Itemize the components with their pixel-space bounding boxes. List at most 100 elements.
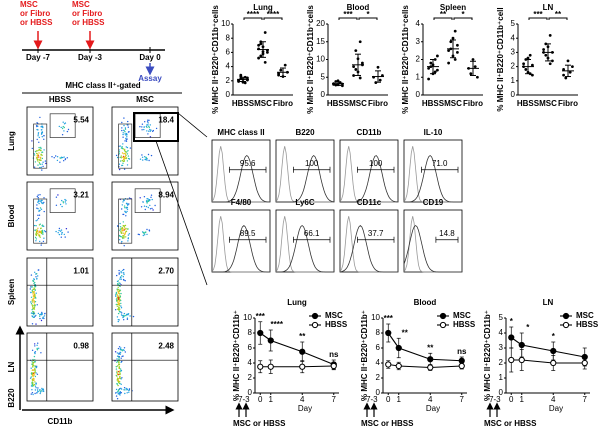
flow-event [43,197,45,199]
flow-event [38,156,40,158]
flow-event [116,297,119,299]
flow-event [127,238,129,240]
flow-event [43,230,46,232]
flow-event [43,138,45,140]
flow-event [40,147,42,150]
flow-event [118,310,121,313]
flow-event [41,313,43,315]
significance-label: **** [267,10,280,19]
flow-event [152,209,154,211]
y-tick-label: 2 [248,373,253,382]
flow-event [121,229,123,231]
flow-event [35,297,37,299]
flow-event [32,374,34,376]
flow-event [126,206,129,209]
flow-event [33,224,36,227]
flow-event [35,220,37,222]
flow-event [121,275,123,277]
significance-bracket [433,17,453,20]
flow-event [58,229,60,232]
flow-event [63,233,65,236]
flow-event [42,388,44,391]
flow-event [65,199,67,202]
data-point [456,51,459,54]
flow-event [38,209,40,212]
flow-event [123,268,125,271]
flow-event [34,381,36,383]
flow-event [118,151,121,153]
flow-event [32,377,34,379]
flow-event [34,281,36,284]
data-point [562,68,565,71]
flow-event [146,233,148,236]
flow-event [145,156,147,159]
series-marker [518,356,525,364]
series-marker [299,348,306,355]
flow-event [146,126,148,128]
flow-event [129,147,132,149]
flow-event [34,375,37,378]
flow-event [41,224,44,226]
flow-event [42,233,44,235]
significance-label: *** [384,314,394,323]
legend-marker [311,321,319,329]
data-point [473,65,477,68]
flow-event [150,129,152,131]
flow-event [34,285,36,287]
legend-marker [562,321,570,329]
flow-event [66,157,69,159]
y-tick-label: 2 [416,55,421,64]
flow-event [64,236,66,238]
flow-event [119,372,121,374]
flow-event [32,369,34,371]
gate-percent: 100 [369,159,383,168]
flow-event [58,233,61,236]
flow-event [143,233,145,235]
flow-event [66,130,69,133]
flow-event [31,299,33,301]
y-tick-label: 10 [371,313,380,322]
flow-event [38,141,40,143]
significance-label: *** [533,10,543,19]
flow-event [39,236,41,238]
y-tick-label: 4 [248,358,253,367]
y-tick-label: 4 [376,358,381,367]
flow-event [118,163,121,165]
flow-event [32,365,34,367]
flow-event [39,223,41,225]
category-label: MSC [539,99,557,108]
flow-event [147,200,150,203]
gate-percent: 18.4 [158,116,174,125]
flow-event [122,162,124,164]
legend-marker [311,312,319,320]
flow-event [118,300,121,302]
flow-event [116,303,119,306]
flow-event [123,168,126,170]
marker-label: MHC class II [217,128,264,137]
y-tick-label: 5 [499,313,504,322]
flow-event [152,129,154,132]
flow-event [123,319,125,321]
flow-event [33,278,35,281]
flow-event [125,215,127,217]
flow-event [32,366,34,368]
flow-event [115,303,118,306]
panel-title: Blood [414,298,437,307]
data-point [246,76,249,80]
flow-event [151,207,153,210]
flow-event [119,351,121,353]
series-marker [395,362,402,370]
flow-event [40,232,43,234]
flow-event [118,363,121,366]
flow-event [37,194,39,196]
flow-event [115,388,118,391]
y-tick-label: 8 [226,33,231,42]
flow-event [31,140,33,142]
treatment-label: MSC [72,0,90,9]
gate-title: MHC class II⁺-gated [65,81,140,90]
flow-event [120,307,123,309]
flow-event [116,289,119,291]
flow-event [125,202,128,205]
flow-event [61,156,64,159]
flow-event [34,371,36,373]
